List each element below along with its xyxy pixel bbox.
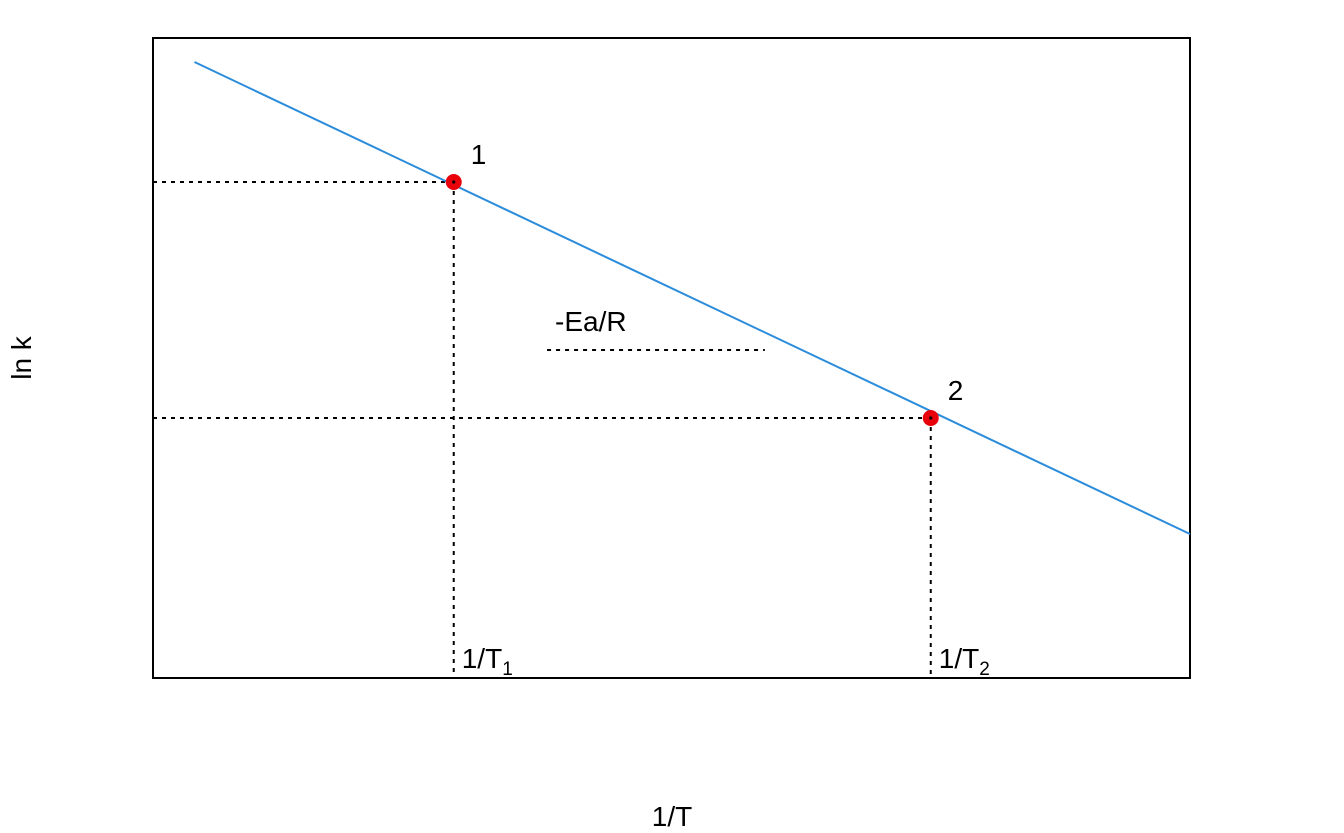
marks-layer: 1 2 1/T1 1/T2 -Ea/R: [445, 139, 990, 680]
x-marker-label-1: 1/T1: [462, 643, 513, 680]
x-axis-title: 1/T: [652, 801, 692, 832]
point-label-2: 2: [948, 375, 964, 406]
x-marker-subscript-1: 1: [502, 659, 513, 680]
series-line: [194, 61, 1191, 535]
plot-frame: [152, 37, 1191, 679]
x-marker-subscript-2: 2: [979, 659, 990, 680]
data-point-center-2: [929, 416, 933, 420]
data-point-center-1: [452, 180, 456, 184]
slope-annotation-text: -Ea/R: [555, 306, 627, 337]
point-label-1: 1: [471, 139, 487, 170]
series-layer: [194, 61, 1191, 535]
y-axis-title: ln k: [6, 335, 37, 380]
x-marker-label-2: 1/T2: [939, 643, 990, 680]
guide-lines: [153, 181, 932, 678]
